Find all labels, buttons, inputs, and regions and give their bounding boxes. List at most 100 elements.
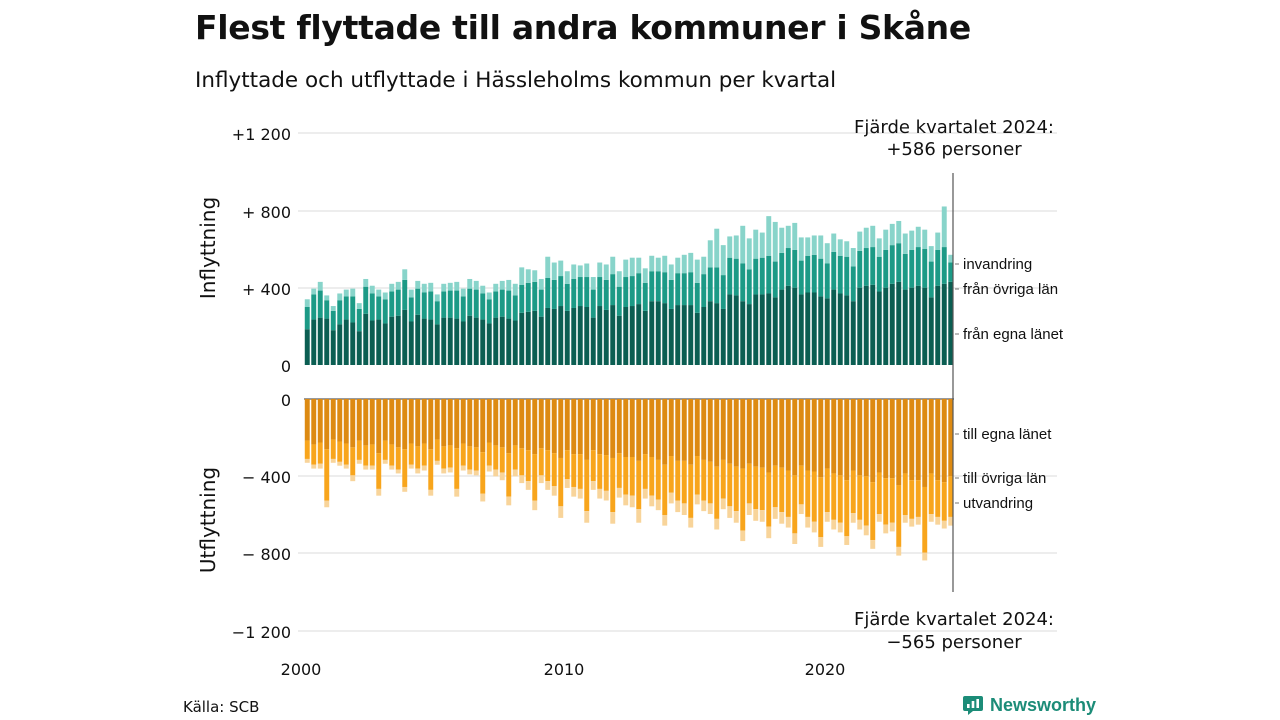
inflow-bar-egna bbox=[499, 316, 505, 365]
inflow-bar-egna bbox=[447, 317, 453, 365]
outflow-bar-ovriga bbox=[850, 470, 856, 514]
outflow-bar-egna bbox=[772, 399, 778, 466]
inflow-bar-egna bbox=[779, 289, 785, 365]
inflow-bar-ovriga bbox=[551, 279, 557, 309]
outflow-bar-egna bbox=[837, 399, 843, 476]
inflow-bar-ovriga bbox=[844, 256, 850, 296]
inflow-bar-ovriga bbox=[577, 277, 583, 307]
outflow-bar-utvandring bbox=[642, 488, 648, 499]
outflow-bar-ovriga bbox=[584, 459, 590, 512]
outflow-bar-egna bbox=[324, 399, 330, 450]
outflow-bar-utvandring bbox=[772, 507, 778, 519]
annotation-line: Fjärde kvartalet 2024: bbox=[854, 117, 1054, 138]
inflow-bar-egna bbox=[558, 306, 564, 365]
outflow-bar-ovriga bbox=[746, 463, 752, 504]
inflow-bar-egna bbox=[584, 307, 590, 365]
outflow-bar-ovriga bbox=[616, 453, 622, 488]
outflow-bar-egna bbox=[805, 399, 811, 471]
inflow-bar-invandring bbox=[811, 235, 817, 255]
inflow-bar-invandring bbox=[467, 278, 473, 289]
inflow-bar-invandring bbox=[818, 235, 824, 259]
outflow-bar-ovriga bbox=[675, 460, 681, 501]
outflow-bar-ovriga bbox=[421, 443, 427, 466]
inflow-bar-ovriga bbox=[727, 257, 733, 295]
outflow-bar-ovriga bbox=[480, 452, 486, 494]
inflow-bar-invandring bbox=[402, 269, 408, 280]
outflow-bar-egna bbox=[668, 399, 674, 457]
inflow-bar-ovriga bbox=[818, 258, 824, 297]
inflow-bar-egna bbox=[415, 314, 421, 365]
outflow-bar-utvandring bbox=[337, 461, 343, 466]
outflow-bar-ovriga bbox=[649, 457, 655, 496]
inflow-bar-ovriga bbox=[317, 290, 323, 318]
inflow-bar-invandring bbox=[636, 257, 642, 274]
outflow-bar-utvandring bbox=[798, 504, 804, 515]
outflow-bar-ovriga bbox=[701, 459, 707, 501]
outflow-bar-utvandring bbox=[831, 519, 837, 530]
inflow-bar-ovriga bbox=[863, 248, 869, 286]
inflow-bar-invandring bbox=[720, 245, 726, 276]
outflow-bar-utvandring bbox=[428, 489, 434, 496]
inflow-bar-ovriga bbox=[584, 277, 590, 307]
outflow-bar-egna bbox=[304, 399, 310, 441]
outflow-bar-egna bbox=[850, 399, 856, 471]
inflow-bar-egna bbox=[629, 306, 635, 365]
inflow-bar-invandring bbox=[928, 246, 934, 262]
outflow-bar-utvandring bbox=[915, 516, 921, 525]
inflow-bar-ovriga bbox=[935, 249, 941, 286]
outflow-bar-egna bbox=[792, 399, 798, 476]
inflow-bar-invandring bbox=[850, 248, 856, 267]
outflow-bar-egna bbox=[844, 399, 850, 481]
inflow-bar-ovriga bbox=[948, 262, 954, 282]
inflow-bar-invandring bbox=[844, 241, 850, 257]
outflow-bar-ovriga bbox=[915, 480, 921, 517]
outflow-bar-ovriga bbox=[824, 468, 830, 513]
outflow-bar-ovriga bbox=[740, 468, 746, 531]
outflow-bar-utvandring bbox=[571, 486, 577, 497]
inflow-bar-ovriga bbox=[558, 276, 564, 307]
outflow-bar-ovriga bbox=[551, 453, 557, 486]
outflow-bar-utvandring bbox=[493, 469, 499, 477]
outflow-bar-utvandring bbox=[441, 468, 447, 474]
inflow-bar-ovriga bbox=[532, 281, 538, 311]
outflow-bar-egna bbox=[915, 399, 921, 481]
inflow-bar-egna bbox=[389, 316, 395, 365]
outflow-bar-ovriga bbox=[415, 446, 421, 469]
outflow-bar-egna bbox=[317, 399, 323, 443]
outflow-bar-ovriga bbox=[454, 448, 460, 489]
inflow-bar-ovriga bbox=[415, 288, 421, 315]
inflow-bar-invandring bbox=[805, 237, 811, 256]
outflow-bar-utvandring bbox=[811, 521, 817, 533]
inflow-bar-invandring bbox=[350, 288, 356, 297]
outflow-bar-egna bbox=[811, 399, 817, 472]
y-tick-label: 0 bbox=[281, 357, 291, 376]
outflow-bar-ovriga bbox=[408, 443, 414, 465]
outflow-bar-ovriga bbox=[870, 482, 876, 541]
tick-labels: +1 200 + 800 + 400 0 0 − 400 − 800 −1 200 2000 20… bbox=[196, 125, 845, 679]
outflow-bar-egna bbox=[876, 399, 882, 473]
outflow-bar-ovriga bbox=[545, 450, 551, 482]
outflow-bar-utvandring bbox=[434, 460, 440, 465]
inflow-bar-invandring bbox=[337, 293, 343, 301]
inflow-bar-invandring bbox=[519, 267, 525, 285]
inflow-bar-invandring bbox=[915, 226, 921, 248]
outflow-bar-egna bbox=[369, 399, 375, 445]
outflow-bar-utvandring bbox=[662, 515, 668, 526]
outflow-bar-utvandring bbox=[688, 517, 694, 528]
outflow-bar-ovriga bbox=[662, 464, 668, 515]
inflow-bar-egna bbox=[668, 308, 674, 365]
outflow-bar-utvandring bbox=[701, 500, 707, 512]
inflow-bar-invandring bbox=[779, 227, 785, 253]
inflow-bar-ovriga bbox=[792, 249, 798, 288]
series-label: till övriga län bbox=[963, 470, 1046, 487]
inflow-bar-invandring bbox=[304, 299, 310, 307]
outflow-bar-utvandring bbox=[759, 510, 765, 522]
inflow-bar-invandring bbox=[525, 269, 531, 283]
inflow-bar-ovriga bbox=[805, 255, 811, 293]
outflow-bar-utvandring bbox=[707, 503, 713, 515]
inflow-bar-ovriga bbox=[408, 297, 414, 322]
inflow-bar-invandring bbox=[642, 268, 648, 283]
inflow-bar-egna bbox=[512, 320, 518, 365]
outflow-bar-egna bbox=[785, 399, 791, 471]
inflow-bar-ovriga bbox=[356, 308, 362, 332]
